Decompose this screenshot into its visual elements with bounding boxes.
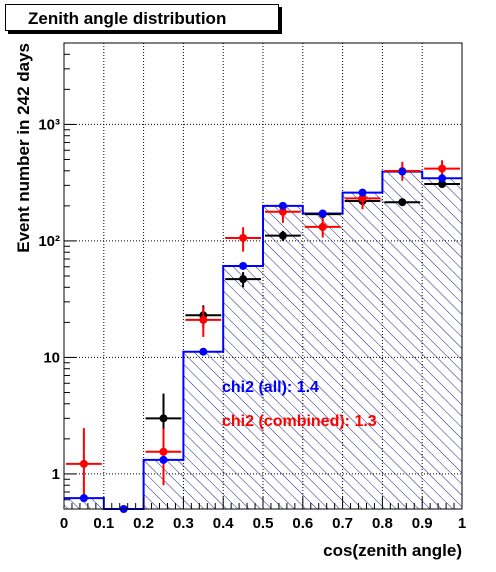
data-point-black xyxy=(239,275,248,284)
x-tick-label: 0.9 xyxy=(412,515,433,532)
data-point-red xyxy=(239,233,248,242)
data-points xyxy=(66,160,460,513)
x-tick-label: 0.5 xyxy=(253,515,274,532)
x-tick-label: 0.4 xyxy=(213,515,235,532)
histogram-hatch xyxy=(64,171,462,509)
x-tick-label: 0.6 xyxy=(292,515,313,532)
y-axis-title: Event number in 242 days xyxy=(14,43,33,253)
data-point-black xyxy=(398,198,407,207)
data-point-blue xyxy=(438,174,447,183)
data-point-red xyxy=(318,222,327,231)
data-point-blue xyxy=(199,347,208,356)
y-tick-label: 10³ xyxy=(38,116,60,133)
x-tick-label: 0.3 xyxy=(173,515,194,532)
data-point-blue xyxy=(79,494,88,503)
x-tick-label: 1 xyxy=(458,515,466,532)
data-point-red xyxy=(438,164,447,173)
data-point-black xyxy=(438,180,447,189)
data-point-blue xyxy=(398,167,407,176)
data-point-red xyxy=(199,315,208,324)
x-axis-title: cos(zenith angle) xyxy=(323,541,462,560)
y-tick-label: 1 xyxy=(52,466,60,483)
y-tick-label: 10² xyxy=(38,233,60,250)
data-point-blue xyxy=(358,188,367,197)
data-point-red xyxy=(79,459,88,468)
axis-ticks xyxy=(63,42,463,510)
x-tick-label: 0.7 xyxy=(332,515,353,532)
chi2-annotation: chi2 (all): 1.4 xyxy=(222,379,319,396)
data-point-black xyxy=(159,414,168,423)
data-point-blue xyxy=(318,209,327,218)
axis-labels: 0 0.1 0.2 0.3 0.4 0.5 0.6 0.7 0.8 0.9 1 1 10 10² 10³ co… xyxy=(14,43,466,560)
data-point-red xyxy=(278,207,287,216)
x-tick-label: 0.1 xyxy=(93,515,114,532)
chart-title-box: Zenith angle distribution xyxy=(5,4,279,31)
data-point-blue xyxy=(159,455,168,464)
x-tick-label: 0.2 xyxy=(133,515,154,532)
data-point-black xyxy=(278,231,287,240)
data-point-blue xyxy=(239,261,248,270)
chart-title: Zenith angle distribution xyxy=(28,9,227,28)
data-point-red xyxy=(358,194,367,203)
y-tick-label: 10 xyxy=(43,349,60,366)
chi2-annotation: chi2 (combined): 1.3 xyxy=(222,413,377,430)
x-tick-label: 0 xyxy=(60,515,68,532)
data-point-red xyxy=(159,447,168,456)
data-point-blue xyxy=(278,201,287,210)
x-tick-label: 0.8 xyxy=(372,515,393,532)
